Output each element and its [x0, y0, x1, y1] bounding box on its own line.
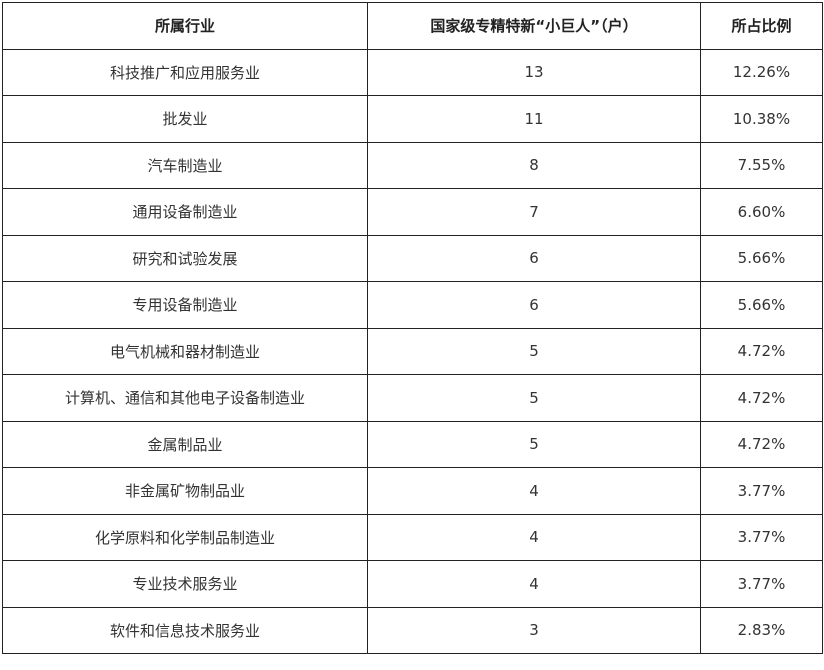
ratio-cell: 3.77% [700, 560, 823, 608]
ratio-cell: 12.26% [700, 48, 823, 96]
count-cell: 3 [367, 606, 701, 654]
count-cell: 11 [367, 95, 701, 143]
count-cell: 4 [367, 560, 701, 608]
ratio-cell: 5.66% [700, 281, 823, 329]
industry-cell: 科技推广和应用服务业 [2, 48, 368, 96]
ratio-cell: 6.60% [700, 188, 823, 236]
industry-cell: 软件和信息技术服务业 [2, 606, 368, 654]
ratio-cell: 4.72% [700, 374, 823, 422]
count-cell: 5 [367, 374, 701, 422]
table-row: 化学原料和化学制品制造业 4 3.77% [2, 513, 823, 561]
count-cell: 4 [367, 467, 701, 515]
count-cell: 8 [367, 141, 701, 189]
table-row: 金属制品业 5 4.72% [2, 420, 823, 468]
industry-cell: 通用设备制造业 [2, 188, 368, 236]
ratio-cell: 4.72% [700, 327, 823, 375]
table-row: 计算机、通信和其他电子设备制造业 5 4.72% [2, 374, 823, 422]
ratio-cell: 5.66% [700, 234, 823, 282]
header-industry: 所属行业 [2, 2, 368, 50]
ratio-cell: 10.38% [700, 95, 823, 143]
table-row: 专业技术服务业 4 3.77% [2, 560, 823, 608]
table-row: 专用设备制造业 6 5.66% [2, 281, 823, 329]
table-row: 科技推广和应用服务业 13 12.26% [2, 48, 823, 96]
count-cell: 4 [367, 513, 701, 561]
industry-cell: 专业技术服务业 [2, 560, 368, 608]
industry-cell: 批发业 [2, 95, 368, 143]
count-cell: 6 [367, 234, 701, 282]
industry-cell: 非金属矿物制品业 [2, 467, 368, 515]
industry-cell: 计算机、通信和其他电子设备制造业 [2, 374, 368, 422]
industry-cell: 化学原料和化学制品制造业 [2, 513, 368, 561]
count-cell: 13 [367, 48, 701, 96]
industry-table: 所属行业 国家级专精特新“小巨人”（户） 所占比例 科技推广和应用服务业 13 12… [2, 2, 823, 654]
count-cell: 7 [367, 188, 701, 236]
table-row: 通用设备制造业 7 6.60% [2, 188, 823, 236]
table-row: 软件和信息技术服务业 3 2.83% [2, 606, 823, 654]
count-cell: 5 [367, 327, 701, 375]
ratio-cell: 3.77% [700, 513, 823, 561]
table-row: 非金属矿物制品业 4 3.77% [2, 467, 823, 515]
header-count: 国家级专精特新“小巨人”（户） [367, 2, 701, 50]
table-row: 批发业 11 10.38% [2, 95, 823, 143]
industry-cell: 专用设备制造业 [2, 281, 368, 329]
industry-cell: 汽车制造业 [2, 141, 368, 189]
industry-cell: 电气机械和器材制造业 [2, 327, 368, 375]
count-cell: 6 [367, 281, 701, 329]
ratio-cell: 3.77% [700, 467, 823, 515]
table-row: 研究和试验发展 6 5.66% [2, 234, 823, 282]
table-row: 电气机械和器材制造业 5 4.72% [2, 327, 823, 375]
industry-cell: 金属制品业 [2, 420, 368, 468]
header-ratio: 所占比例 [700, 2, 823, 50]
ratio-cell: 2.83% [700, 606, 823, 654]
ratio-cell: 4.72% [700, 420, 823, 468]
ratio-cell: 7.55% [700, 141, 823, 189]
industry-cell: 研究和试验发展 [2, 234, 368, 282]
table-row: 汽车制造业 8 7.55% [2, 141, 823, 189]
header-row: 所属行业 国家级专精特新“小巨人”（户） 所占比例 [2, 2, 823, 50]
count-cell: 5 [367, 420, 701, 468]
